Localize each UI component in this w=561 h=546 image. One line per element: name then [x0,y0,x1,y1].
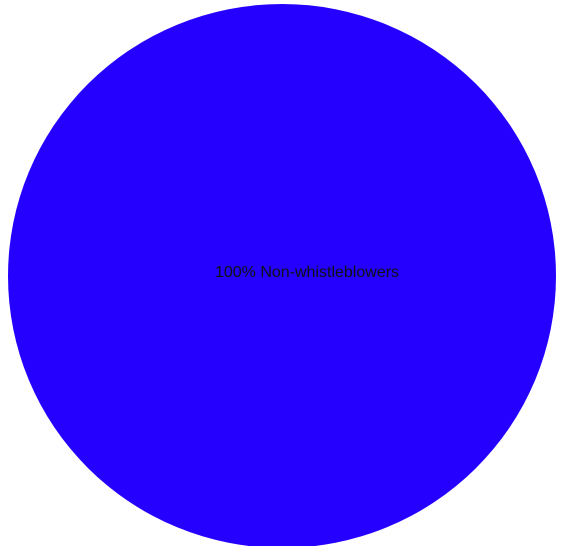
pie-slices [8,4,556,546]
pie-labels: 100% Non-whistleblowers [215,264,399,281]
pie-slice-label: 100% Non-whistleblowers [215,264,399,281]
pie-slice-non-whistleblowers [8,4,556,546]
